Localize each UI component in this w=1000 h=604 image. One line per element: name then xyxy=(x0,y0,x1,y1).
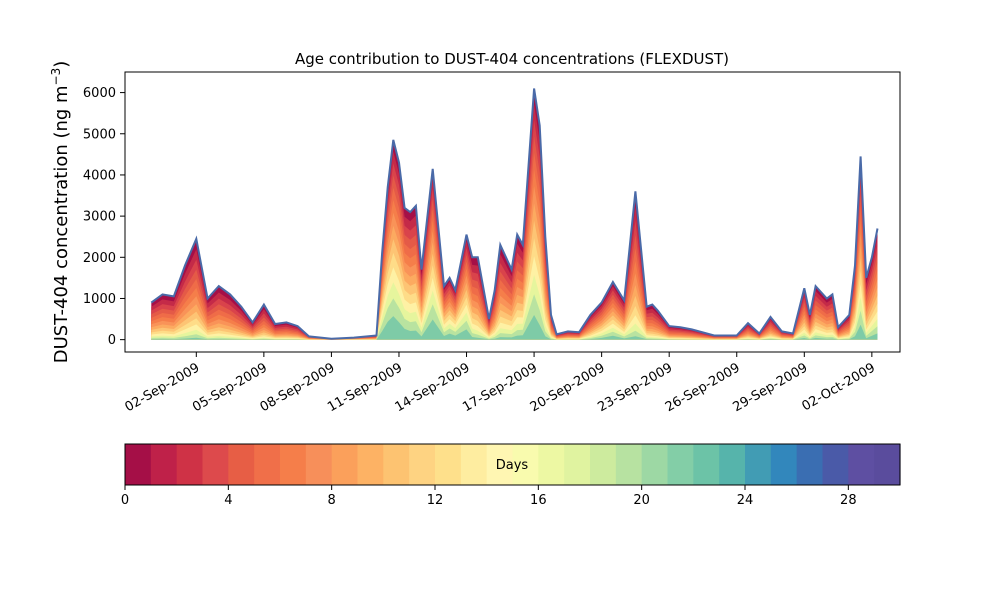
age-layer-4 xyxy=(151,256,878,340)
colorbar-tick-label: 16 xyxy=(530,493,547,508)
colorbar-tick-label: 24 xyxy=(737,493,754,508)
x-axis: 02-Sep-200905-Sep-200908-Sep-200911-Sep-… xyxy=(122,352,878,415)
colorbar-label: Days xyxy=(496,458,529,473)
y-tick-label: 1000 xyxy=(83,292,116,307)
colorbar-swatch xyxy=(822,444,849,485)
colorbar-tick-label: 8 xyxy=(328,493,336,508)
colorbar-swatch xyxy=(331,444,359,485)
x-tick-label: 14-Sep-2009 xyxy=(393,360,473,415)
stacked-areas xyxy=(151,88,878,340)
colorbar-swatch xyxy=(796,444,824,485)
colorbar-swatch xyxy=(538,444,565,485)
colorbar-swatch xyxy=(486,444,514,485)
y-axis: 0 1000 2000 3000 4000 5000 6000 xyxy=(83,86,125,348)
colorbar-swatch xyxy=(770,444,798,485)
y-tick-label: 5000 xyxy=(83,127,116,142)
colorbar-swatch xyxy=(150,444,178,485)
colorbar-swatch xyxy=(641,444,669,485)
x-tick-label: 17-Sep-2009 xyxy=(460,360,540,415)
x-tick-label: 05-Sep-2009 xyxy=(190,360,270,415)
y-axis-label-main: DUST-404 concentration (ng m xyxy=(51,85,72,363)
colorbar-swatch xyxy=(615,444,643,485)
colorbar-swatch xyxy=(874,444,901,485)
colorbar-swatch xyxy=(176,444,204,485)
colorbar-swatch xyxy=(667,444,694,485)
colorbar-tick-label: 20 xyxy=(633,493,650,508)
colorbar xyxy=(125,444,901,485)
x-tick-label: 26-Sep-2009 xyxy=(663,360,743,415)
y-axis-label-close: ) xyxy=(51,61,72,68)
colorbar-swatch xyxy=(590,444,617,485)
x-tick-label: 20-Sep-2009 xyxy=(528,360,608,415)
plot-frame xyxy=(124,71,901,353)
colorbar-swatch xyxy=(848,444,875,485)
colorbar-frame xyxy=(124,443,901,486)
colorbar-swatch xyxy=(460,444,488,485)
colorbar-swatch xyxy=(512,444,539,485)
chart-title: Age contribution to DUST-404 concentrati… xyxy=(295,50,729,68)
colorbar-swatch xyxy=(280,444,307,485)
x-tick-label: 02-Sep-2009 xyxy=(122,360,202,415)
x-tick-label: 02-Oct-2009 xyxy=(800,360,878,414)
y-tick-label: 4000 xyxy=(83,168,116,183)
colorbar-swatch xyxy=(305,444,333,485)
colorbar-swatch xyxy=(202,444,229,485)
colorbar-tick-label: 28 xyxy=(840,493,857,508)
age-layer-5 xyxy=(151,238,878,340)
colorbar-swatch xyxy=(745,444,772,485)
colorbar-tick-label: 4 xyxy=(224,493,232,508)
colorbar-swatch xyxy=(383,444,410,485)
colorbar-swatch xyxy=(357,444,384,485)
y-tick-label: 3000 xyxy=(83,210,116,225)
x-tick-label: 08-Sep-2009 xyxy=(258,360,338,415)
x-tick-label: 29-Sep-2009 xyxy=(730,360,810,415)
colorbar-swatch xyxy=(435,444,462,485)
x-tick-label: 23-Sep-2009 xyxy=(595,360,675,415)
colorbar-swatch xyxy=(719,444,746,485)
colorbar-tick-label: 0 xyxy=(121,493,129,508)
colorbar-swatch xyxy=(125,444,152,485)
total-concentration-line xyxy=(150,88,879,340)
colorbar-swatch xyxy=(254,444,281,485)
y-tick-label: 6000 xyxy=(83,86,116,101)
x-tick-label: 11-Sep-2009 xyxy=(325,360,405,415)
colorbar-swatch xyxy=(693,444,720,485)
y-tick-label: 0 xyxy=(108,333,116,348)
colorbar-swatch xyxy=(409,444,436,485)
y-axis-label: DUST-404 concentration (ng m−3) xyxy=(49,61,72,364)
y-tick-label: 2000 xyxy=(83,251,116,266)
colorbar-tick-label: 12 xyxy=(427,493,444,508)
colorbar-swatch xyxy=(228,444,255,485)
colorbar-swatch xyxy=(564,444,591,485)
y-axis-label-superscript: −3 xyxy=(49,68,63,86)
colorbar-ticks: 0 4 8 12 16 20 24 28 xyxy=(121,485,857,508)
total-line-layer xyxy=(150,88,879,340)
